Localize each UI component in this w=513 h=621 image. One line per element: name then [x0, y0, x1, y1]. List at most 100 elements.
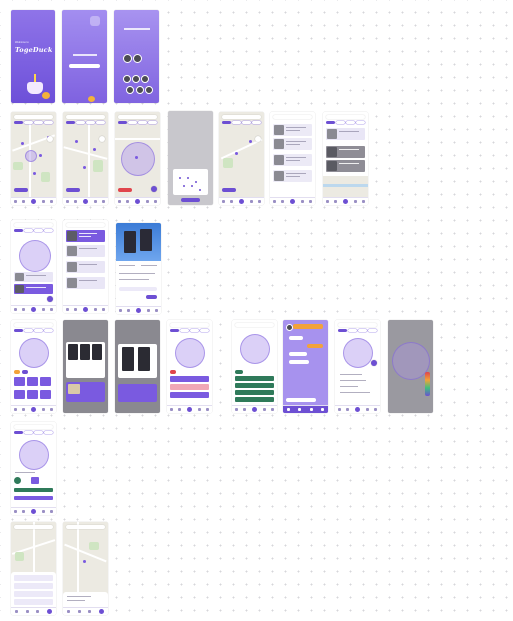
- list-item[interactable]: [235, 390, 274, 395]
- bottom-nav[interactable]: [323, 197, 368, 205]
- avatar[interactable]: [123, 75, 131, 83]
- bottom-nav[interactable]: [11, 197, 56, 205]
- search-bar[interactable]: [14, 323, 53, 327]
- location-icon[interactable]: [255, 136, 261, 142]
- list-item[interactable]: [14, 284, 53, 294]
- list-item[interactable]: [66, 277, 105, 289]
- search-bar[interactable]: [273, 115, 312, 119]
- list-item[interactable]: [14, 591, 53, 597]
- toggle-button[interactable]: [222, 188, 236, 192]
- search-bar[interactable]: [66, 223, 105, 227]
- list-item[interactable]: [273, 124, 312, 136]
- bottom-nav[interactable]: [11, 607, 56, 615]
- bottom-nav[interactable]: [335, 405, 380, 413]
- avatar[interactable]: [132, 75, 140, 83]
- list-item[interactable]: [14, 599, 53, 605]
- list-item[interactable]: [14, 583, 53, 589]
- confirm-button[interactable]: [118, 188, 132, 192]
- search-bar[interactable]: [338, 323, 377, 327]
- search-bar[interactable]: [14, 223, 53, 227]
- search-bar[interactable]: [118, 115, 157, 119]
- list-item[interactable]: [273, 154, 312, 166]
- message-input[interactable]: [286, 398, 316, 402]
- bottom-sheet[interactable]: [63, 592, 108, 608]
- avatar[interactable]: [136, 86, 144, 94]
- list-item[interactable]: [170, 376, 209, 382]
- list-item[interactable]: [235, 397, 274, 402]
- list-item[interactable]: [235, 383, 274, 388]
- avatar[interactable]: [126, 86, 134, 94]
- calendar-picker[interactable]: [173, 169, 208, 195]
- bottom-nav[interactable]: [167, 405, 212, 413]
- avatar[interactable]: [133, 54, 142, 63]
- bottom-nav[interactable]: [11, 405, 56, 413]
- category-chips[interactable]: [118, 121, 157, 124]
- plus-icon[interactable]: [151, 186, 157, 192]
- category-chips[interactable]: [14, 329, 53, 332]
- list-item[interactable]: [273, 170, 312, 182]
- category-chips[interactable]: [66, 121, 105, 124]
- photo-modal-screen: [115, 320, 160, 413]
- zoom-control[interactable]: [425, 372, 430, 396]
- nickname-input[interactable]: [69, 64, 100, 68]
- decor-cake: [90, 16, 100, 26]
- list-item[interactable]: [14, 488, 53, 492]
- toggle-button[interactable]: [14, 188, 28, 192]
- list-item[interactable]: [66, 230, 105, 242]
- plus-icon[interactable]: [371, 360, 377, 366]
- search-bar[interactable]: [235, 323, 274, 327]
- bottom-nav[interactable]: [232, 405, 277, 413]
- list-item[interactable]: [326, 160, 365, 172]
- search-bar[interactable]: [326, 115, 365, 119]
- search-bar[interactable]: [66, 525, 105, 529]
- search-bar[interactable]: [222, 115, 261, 119]
- search-bar[interactable]: [14, 525, 53, 529]
- bottom-nav[interactable]: [270, 197, 315, 205]
- list-item[interactable]: [326, 146, 365, 158]
- event-list-map-screen: [323, 112, 368, 205]
- search-bar[interactable]: [66, 115, 105, 119]
- search-bar[interactable]: [14, 115, 53, 119]
- list-item[interactable]: [14, 272, 53, 282]
- list-item[interactable]: [170, 392, 209, 398]
- bottom-sheet[interactable]: [11, 572, 56, 608]
- category-chips[interactable]: [14, 229, 53, 232]
- bottom-nav[interactable]: [11, 305, 56, 313]
- bottom-nav[interactable]: [283, 405, 328, 413]
- location-icon[interactable]: [47, 136, 53, 142]
- category-chips[interactable]: [326, 121, 365, 124]
- toggle-button[interactable]: [66, 188, 80, 192]
- bottom-nav[interactable]: [63, 305, 108, 313]
- photo-card: [66, 342, 105, 378]
- chat-button[interactable]: [146, 295, 157, 299]
- search-bar[interactable]: [14, 425, 53, 429]
- list-item[interactable]: [273, 138, 312, 150]
- list-item[interactable]: [170, 384, 209, 390]
- map-screen: [63, 112, 108, 205]
- list-item[interactable]: [326, 128, 365, 140]
- category-chips[interactable]: [338, 329, 377, 332]
- bottom-nav[interactable]: [11, 507, 56, 515]
- avatar[interactable]: [141, 75, 149, 83]
- category-chips[interactable]: [222, 121, 261, 124]
- bottom-nav[interactable]: [63, 607, 108, 615]
- avatar[interactable]: [145, 86, 153, 94]
- search-bar[interactable]: [170, 323, 209, 327]
- bottom-nav[interactable]: [116, 306, 161, 314]
- select-date-button[interactable]: [181, 198, 200, 202]
- list-item[interactable]: [66, 245, 105, 257]
- list-item[interactable]: [14, 575, 53, 581]
- list-item[interactable]: [14, 496, 53, 500]
- category-chips[interactable]: [14, 431, 53, 434]
- join-button[interactable]: [119, 287, 157, 291]
- avatar[interactable]: [123, 54, 132, 63]
- bottom-nav[interactable]: [63, 197, 108, 205]
- list-item[interactable]: [66, 261, 105, 273]
- location-icon[interactable]: [99, 136, 105, 142]
- list-item[interactable]: [235, 376, 274, 381]
- category-chips[interactable]: [14, 121, 53, 124]
- bottom-nav[interactable]: [115, 197, 160, 205]
- bottom-nav[interactable]: [219, 197, 264, 205]
- plus-icon[interactable]: [47, 296, 53, 302]
- category-chips[interactable]: [170, 329, 209, 332]
